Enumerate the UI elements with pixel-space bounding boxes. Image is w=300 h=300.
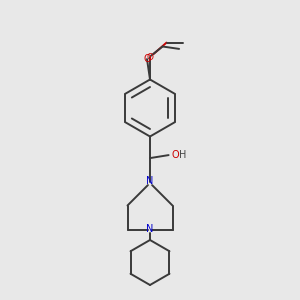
Text: H: H — [179, 149, 186, 160]
Text: N: N — [146, 176, 154, 187]
Text: O: O — [171, 150, 178, 160]
Text: O: O — [146, 52, 154, 62]
Text: N: N — [146, 224, 154, 235]
Text: O: O — [143, 54, 151, 64]
